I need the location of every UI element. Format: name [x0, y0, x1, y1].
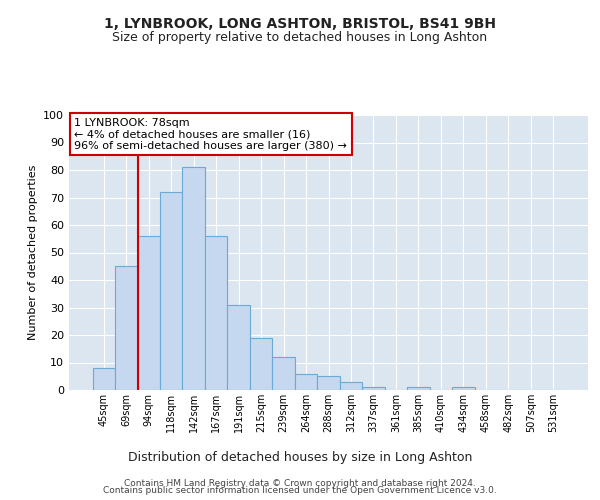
- Text: Contains public sector information licensed under the Open Government Licence v3: Contains public sector information licen…: [103, 486, 497, 495]
- Bar: [362, 387, 385, 390]
- Bar: [160, 192, 182, 390]
- Bar: [250, 338, 272, 390]
- Y-axis label: Number of detached properties: Number of detached properties: [28, 165, 38, 340]
- Text: Distribution of detached houses by size in Long Ashton: Distribution of detached houses by size …: [128, 451, 472, 464]
- Bar: [295, 374, 317, 390]
- Bar: [317, 376, 340, 390]
- Bar: [115, 266, 137, 390]
- Bar: [227, 304, 250, 390]
- Bar: [205, 236, 227, 390]
- Bar: [452, 387, 475, 390]
- Bar: [340, 382, 362, 390]
- Bar: [272, 357, 295, 390]
- Text: 1, LYNBROOK, LONG ASHTON, BRISTOL, BS41 9BH: 1, LYNBROOK, LONG ASHTON, BRISTOL, BS41 …: [104, 18, 496, 32]
- Bar: [407, 387, 430, 390]
- Bar: [92, 368, 115, 390]
- Text: Contains HM Land Registry data © Crown copyright and database right 2024.: Contains HM Land Registry data © Crown c…: [124, 478, 476, 488]
- Bar: [182, 167, 205, 390]
- Bar: [137, 236, 160, 390]
- Text: 1 LYNBROOK: 78sqm
← 4% of detached houses are smaller (16)
96% of semi-detached : 1 LYNBROOK: 78sqm ← 4% of detached house…: [74, 118, 347, 151]
- Text: Size of property relative to detached houses in Long Ashton: Size of property relative to detached ho…: [112, 31, 488, 44]
